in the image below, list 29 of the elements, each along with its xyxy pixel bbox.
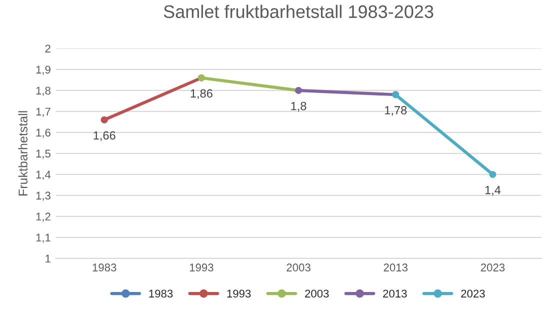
y-tick-label: 1,5 [36,150,50,159]
y-tick-label: 2 [45,44,50,52]
x-tick-label: 1983 [92,264,116,272]
data-label: 1,8 [291,102,306,112]
y-tick-label: 1,6 [36,128,50,138]
y-tick-label: 1,2 [36,212,50,222]
x-tick-label: 1993 [190,264,214,272]
y-tick-label: 1,7 [36,108,50,117]
chart-title: Samlet fruktbarhetstall 1983-2023 [164,4,434,18]
legend-label: 1993 [227,290,251,298]
y-tick-label: 1,3 [36,192,50,201]
x-tick-label: 2013 [384,264,408,272]
legend-label: 2003 [305,290,329,298]
data-label: 1,4 [485,186,501,196]
y-axis-title: Fruktbarhetstall [18,111,28,196]
x-tick-label: 2023 [480,264,505,272]
x-tick-label: 2003 [286,264,310,272]
y-tick-label: 1,8 [36,86,50,96]
legend-label: 2023 [461,290,485,298]
y-tick-label: 1,4 [36,170,51,180]
y-tick-label: 1,1 [36,234,50,243]
data-label: 1,66 [94,131,116,142]
data-label: 1,86 [190,89,212,100]
legend-label: 1983 [149,290,173,298]
data-label: 1,78 [385,106,407,116]
y-tick-label: 1,9 [36,66,50,75]
legend-label: 2013 [383,290,407,298]
point [489,170,496,178]
y-tick-label: 1 [46,254,50,262]
